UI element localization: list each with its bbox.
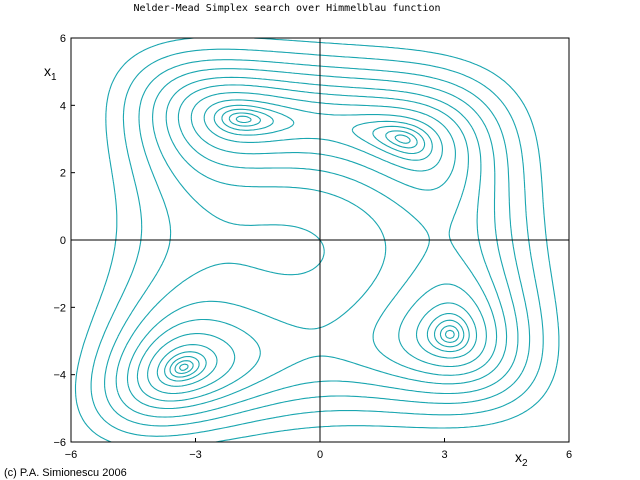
tick-marks: −6 −3 0 3 6 −6 −4 −2 0 2 4 6 <box>53 33 572 461</box>
x-tick-label: 0 <box>317 449 323 461</box>
contour-level <box>164 104 470 382</box>
contour-level <box>104 59 531 427</box>
chart-title: Nelder-Mead Simplex search over Himmelbl… <box>133 3 440 14</box>
contour-lines <box>74 37 560 443</box>
y-axis-label: x1 <box>44 63 57 83</box>
y-tick-label: −4 <box>53 370 66 382</box>
contour-level <box>115 68 519 418</box>
contour-level <box>178 115 455 371</box>
copyright-credit: (c) P.A. Simionescu 2006 <box>4 467 127 479</box>
x-tick-label: −6 <box>65 449 78 461</box>
y-tick-label: 6 <box>60 33 66 45</box>
contour-level <box>136 84 498 402</box>
contour-level <box>169 108 465 378</box>
x-tick-label: 3 <box>441 449 447 461</box>
x-axis-label: x2 <box>515 449 528 469</box>
contour-level <box>74 37 560 443</box>
contour-level <box>156 99 478 387</box>
zero-axes <box>71 38 569 442</box>
y-tick-label: −6 <box>53 437 66 449</box>
y-tick-label: −2 <box>53 302 66 314</box>
x-tick-label: 6 <box>566 449 572 461</box>
y-tick-label: 0 <box>60 235 66 247</box>
x-tick-label: −3 <box>189 449 202 461</box>
contour-level <box>126 76 508 410</box>
contour-level <box>147 92 487 395</box>
y-tick-label: 2 <box>60 168 66 180</box>
contour-level <box>174 112 460 375</box>
contour-level <box>90 48 544 437</box>
y-tick-label: 4 <box>60 100 66 112</box>
